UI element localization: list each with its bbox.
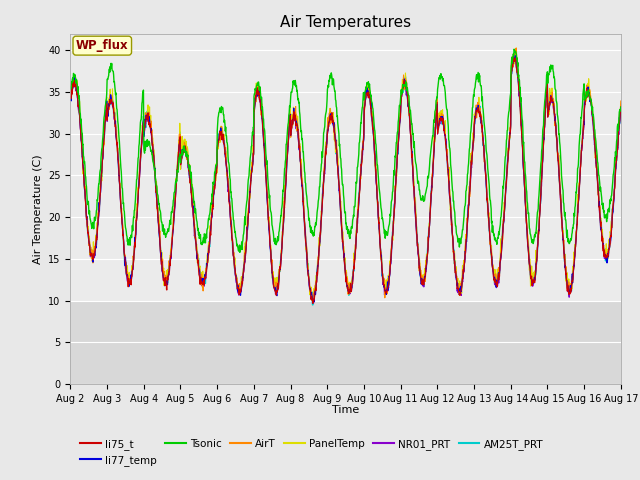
- Legend: li75_t, li77_temp, Tsonic, AirT, PanelTemp, NR01_PRT, AM25T_PRT: li75_t, li77_temp, Tsonic, AirT, PanelTe…: [76, 435, 547, 470]
- X-axis label: Time: Time: [332, 405, 359, 415]
- Title: Air Temperatures: Air Temperatures: [280, 15, 411, 30]
- Y-axis label: Air Temperature (C): Air Temperature (C): [33, 154, 43, 264]
- Bar: [70, 300, 621, 384]
- Text: WP_flux: WP_flux: [76, 39, 129, 52]
